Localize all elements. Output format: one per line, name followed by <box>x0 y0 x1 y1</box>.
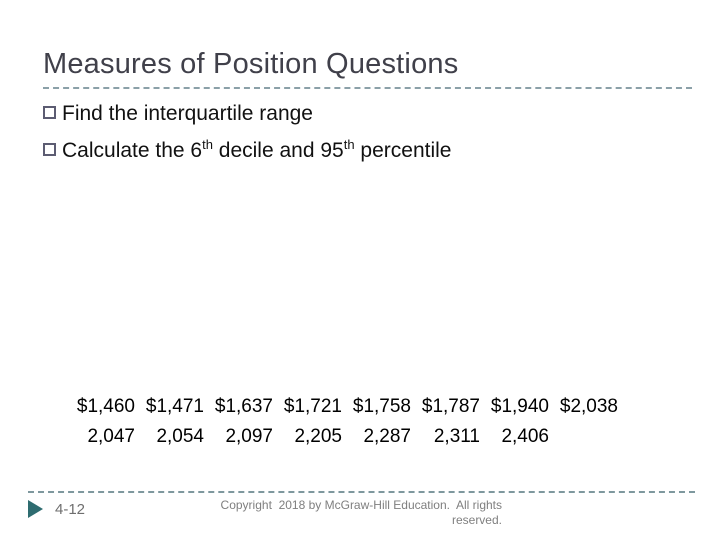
value-cell: $1,460 <box>76 396 135 417</box>
copyright-text: Copyright 2018 by McGraw-Hill Education.… <box>200 498 502 528</box>
value-cell: $1,940 <box>490 396 549 417</box>
value-cell: $1,787 <box>421 396 480 417</box>
bullet-list: Find the interquartile range Calculate th… <box>43 101 451 175</box>
slide-number: 4-12 <box>55 501 86 518</box>
value-cell: $2,038 <box>559 396 618 417</box>
value-cell: $1,721 <box>283 396 342 417</box>
value-cell: 2,287 <box>363 426 411 447</box>
value-cell: 2,406 <box>501 426 549 447</box>
value-cell: $1,637 <box>214 396 273 417</box>
slide-title: Measures of Position Questions <box>43 48 459 80</box>
value-cell: 2,054 <box>156 426 204 447</box>
bullet-text: Find the interquartile range <box>62 102 313 125</box>
bullet-item: Find the interquartile range <box>43 101 451 127</box>
value-cell: 2,311 <box>433 426 480 447</box>
value-cell: 2,047 <box>87 426 135 447</box>
title-divider <box>43 87 692 89</box>
value-cell: 2,097 <box>225 426 273 447</box>
copyright-line: reserved. <box>451 513 502 527</box>
bullet-square-icon <box>43 143 56 156</box>
footer-divider <box>28 491 695 493</box>
data-values-block: $1,460 $1,471 $1,637 $1,721 $1,758 $1,787 $1,9… <box>66 396 618 456</box>
copyright-line: Copyright 2018 by McGraw-Hill Education.… <box>220 498 502 512</box>
value-cell: $1,758 <box>352 396 411 417</box>
bullet-text: Calculate the 6th decile and 95th percen… <box>62 137 452 162</box>
slide-number-arrow-icon <box>28 500 43 518</box>
value-row: 2,047 2,054 2,097 2,205 2,287 2,311 2,406 <box>66 426 618 456</box>
value-cell: 2,205 <box>294 426 342 447</box>
value-row: $1,460 $1,471 $1,637 $1,721 $1,758 $1,787 $1,9… <box>66 396 618 426</box>
bullet-square-icon <box>43 106 56 119</box>
bullet-item: Calculate the 6th decile and 95th percen… <box>43 138 451 164</box>
value-cell: $1,471 <box>145 396 204 417</box>
